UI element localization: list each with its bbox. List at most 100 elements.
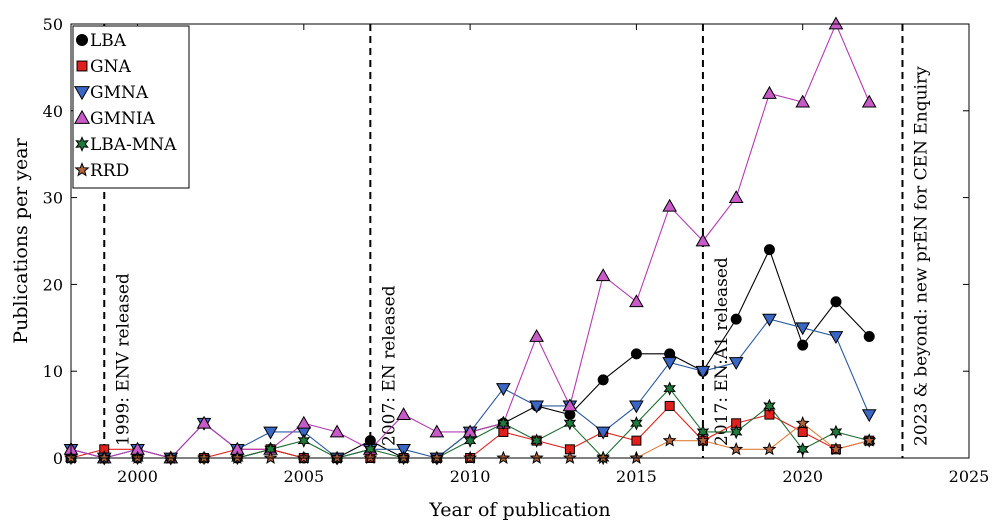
data-point [861, 94, 877, 108]
legend-marker [73, 109, 91, 124]
data-point [663, 381, 676, 396]
data-point [664, 400, 675, 411]
data-point [828, 441, 843, 456]
y-tick-label: 40 [43, 102, 63, 121]
x-tick-label: 2015 [616, 467, 657, 486]
data-point [329, 424, 345, 438]
legend-box [72, 25, 190, 189]
series-gmnia [70, 22, 870, 459]
data-point [596, 450, 611, 464]
legend-label: GNA [90, 57, 131, 77]
data-point [861, 409, 877, 423]
data-point [797, 339, 809, 351]
legend-item: GMNIA [73, 109, 156, 129]
data-point [396, 407, 411, 420]
x-tick-label: 2020 [782, 467, 823, 486]
data-point [163, 450, 178, 464]
data-point [762, 441, 777, 456]
data-point [597, 374, 609, 386]
data-point [97, 450, 112, 464]
y-tick-label: 0 [53, 449, 63, 468]
data-point [562, 450, 577, 464]
data-point [695, 233, 711, 247]
data-point [595, 426, 611, 440]
data-point [662, 433, 677, 447]
data-point [795, 322, 811, 336]
x-tick-label: 2005 [283, 467, 324, 486]
legend-label: LBA [90, 31, 127, 51]
data-point [530, 433, 543, 448]
x-tick-label: 2000 [117, 467, 158, 486]
event-label: 1999: ENV released [113, 273, 133, 446]
x-tick-label: 2010 [450, 467, 491, 486]
data-point [396, 443, 411, 457]
data-point [631, 435, 642, 446]
event-label: 2023 & beyond: new prEN for CEN Enquiry [911, 66, 931, 446]
data-point [763, 398, 776, 414]
data-point [197, 450, 212, 464]
legend-item: GMNA [73, 83, 149, 103]
x-tick-label: 2025 [949, 467, 990, 486]
series-line [70, 22, 870, 459]
data-point [463, 433, 477, 448]
data-point [728, 357, 744, 371]
data-point [863, 330, 875, 342]
data-point [196, 415, 212, 429]
data-point [529, 328, 544, 342]
legend-item: RRD [74, 161, 129, 181]
y-tick-label: 30 [43, 189, 63, 208]
legend-marker [75, 136, 89, 152]
legend-label: GMNA [90, 83, 149, 103]
legend: LBA GNA GMNA GMNIA LBA-MNA RRD [72, 25, 190, 189]
data-point [695, 365, 711, 379]
legend-item: LBA [76, 31, 127, 51]
event-label: 2017: EN:A1 released [712, 257, 732, 446]
axis-ticks: 2000 2005 2010 2015 2020 2025 0 10 20 30 40 50 [43, 15, 990, 486]
y-tick-label: 10 [43, 362, 63, 381]
data-point [630, 416, 643, 431]
data-point [330, 450, 345, 464]
y-tick-label: 50 [43, 15, 63, 34]
data-point [695, 433, 710, 447]
data-point [296, 415, 312, 429]
legend-label: RRD [90, 161, 129, 181]
data-point [797, 426, 808, 437]
data-point [263, 450, 278, 464]
data-point [828, 16, 844, 30]
data-point [730, 313, 742, 325]
y-axis-title: Publications per year [10, 137, 32, 343]
data-point [729, 441, 744, 456]
data-point [795, 415, 810, 430]
legend-item: GNA [76, 57, 131, 77]
y-tick-label: 20 [43, 275, 63, 294]
data-point [862, 433, 877, 447]
data-point [630, 348, 642, 360]
data-point [529, 450, 544, 464]
data-point [728, 190, 744, 203]
data-point [496, 450, 511, 464]
data-point [762, 85, 777, 99]
legend-marker [73, 86, 91, 101]
data-point [795, 94, 811, 108]
legend-marker [76, 34, 88, 46]
x-axis-title: Year of publication [428, 499, 610, 520]
data-point [263, 426, 278, 440]
data-point [595, 268, 611, 282]
legend-marker [76, 60, 88, 72]
event-annotations: 1999: ENV released 2007: EN released 2017:… [103, 24, 931, 458]
data-point [562, 398, 578, 412]
data-point [828, 331, 844, 344]
data-point [762, 313, 777, 327]
data-point [662, 198, 678, 212]
data-point [763, 244, 775, 256]
data-point [297, 433, 311, 448]
data-point [363, 450, 378, 464]
data-point [497, 416, 510, 431]
legend-label: GMNIA [90, 109, 156, 129]
legend-label: LBA-MNA [90, 135, 177, 155]
data-point [662, 357, 678, 371]
data-point [629, 400, 644, 414]
data-point [729, 424, 743, 440]
data-point [396, 450, 411, 464]
legend-marker [74, 162, 90, 177]
